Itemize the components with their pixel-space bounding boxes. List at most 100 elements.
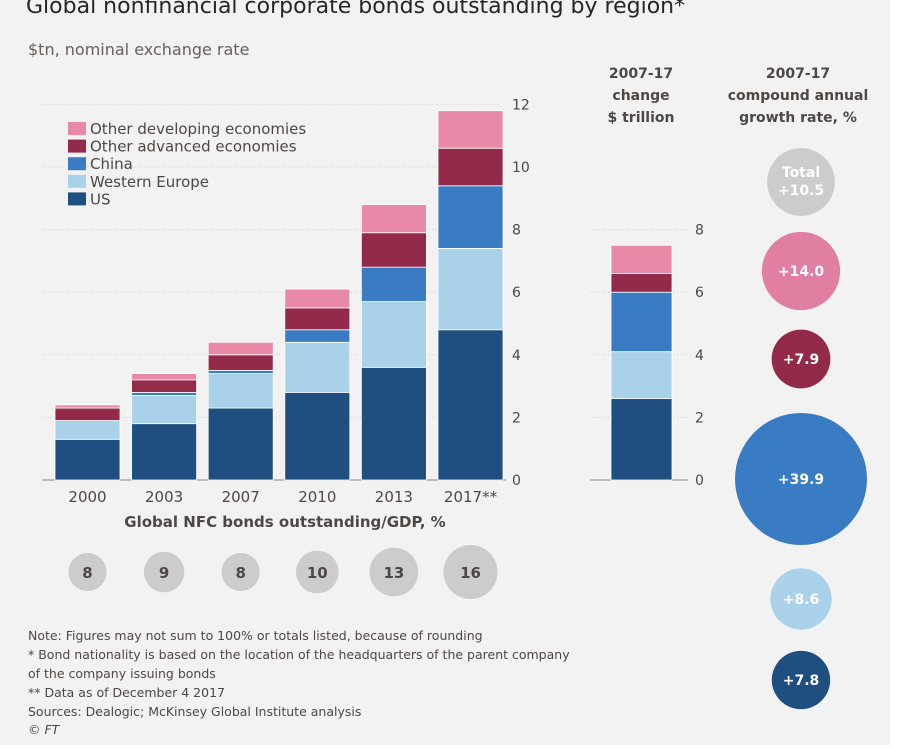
- legend-swatch-china: [68, 157, 86, 171]
- bar-2013-other-advanced-economies: [360, 232, 427, 268]
- change-tick-label-4: 4: [695, 348, 704, 364]
- cagr-bubble-label-total: Total: [782, 165, 820, 181]
- cagr-title-line-2: growth rate, %: [739, 110, 857, 126]
- bar-2013-western-europe: [360, 301, 427, 368]
- bar-2007-china: [207, 370, 274, 374]
- x-tick-label-0: 2000: [68, 488, 106, 506]
- x-tick-label-1: 2003: [145, 488, 183, 506]
- cagr-title-line-1: compound annual: [728, 88, 869, 104]
- gdp-bubble-2013: [369, 547, 419, 597]
- legend-swatch-us: [68, 192, 86, 206]
- page-margin: [890, 0, 900, 749]
- bar-2003-western-europe: [131, 395, 198, 425]
- bar-2000-us: [54, 438, 121, 481]
- change-title-line-2: $ trillion: [608, 110, 675, 126]
- cagr-bubble-value-0: +10.5: [778, 183, 824, 199]
- x-tick-label-3: 2010: [298, 488, 336, 506]
- gdp-bubble-2017: [443, 545, 498, 599]
- bar-2017-other-advanced-economies: [437, 147, 504, 187]
- bar-2000-western-europe: [54, 420, 121, 440]
- bar-2010-china: [284, 329, 351, 343]
- cagr-bubble-value-2: +7.9: [783, 352, 820, 368]
- y-tick-label-2: 2: [512, 410, 521, 426]
- gdp-row-title: Global NFC bonds outstanding/GDP, %: [124, 513, 445, 531]
- change-title-line-1: change: [612, 88, 669, 104]
- gdp-bubble-label-4: 13: [383, 564, 404, 582]
- legend-label-other-advanced-economies: Other advanced economies: [90, 138, 297, 156]
- legend-label-china: China: [90, 155, 133, 173]
- change-tick-label-6: 6: [695, 285, 704, 301]
- gdp-bubble-2007: [221, 552, 260, 592]
- bar-2007-western-europe: [207, 373, 274, 409]
- gdp-bubble-label-3: 10: [307, 564, 328, 582]
- legend-label-western-europe: Western Europe: [90, 173, 209, 191]
- cagr-title-line-0: 2007-17: [766, 66, 830, 82]
- note-data-date: ** Data as of December 4 2017: [28, 685, 225, 700]
- bar-2013-china: [360, 266, 427, 302]
- bar-2013-us: [360, 366, 427, 481]
- cagr-bubble-total: [767, 148, 835, 216]
- bar-2010-other-developing-economies: [284, 288, 351, 309]
- note-sources: Sources: Dealogic; McKinsey Global Insti…: [28, 704, 362, 719]
- y-tick-label-0: 0: [512, 473, 521, 489]
- bar-2003-china: [131, 391, 198, 396]
- legend-label-other-developing-economies: Other developing economies: [90, 120, 306, 138]
- bar-2017-china: [437, 185, 504, 249]
- note-rounding: Note: Figures may not sum to 100% or tot…: [28, 628, 483, 643]
- change-bar-china: [610, 291, 673, 353]
- bar-2003-us: [131, 423, 198, 481]
- change-bar-us: [610, 398, 673, 481]
- bar-2000-other-advanced-economies: [54, 407, 121, 421]
- bar-2007-other-advanced-economies: [207, 354, 274, 371]
- y-tick-label-10: 10: [512, 160, 530, 176]
- legend-swatch-western-europe: [68, 174, 86, 188]
- y-tick-label-12: 12: [512, 97, 530, 113]
- gdp-bubble-label-2: 8: [235, 564, 245, 582]
- bar-2010-us: [284, 391, 351, 481]
- bar-2010-western-europe: [284, 341, 351, 393]
- cagr-bubble-value-4: +8.6: [783, 592, 820, 608]
- change-bar-other-developing-economies: [610, 244, 673, 274]
- note-nationality: * Bond nationality is based on the locat…: [28, 647, 570, 662]
- chart-subtitle: $tn, nominal exchange rate: [28, 40, 250, 59]
- ft-credit: © FT: [28, 722, 60, 737]
- change-tick-label-8: 8: [695, 223, 704, 239]
- y-tick-label-8: 8: [512, 223, 521, 239]
- cagr-bubble-other-developing-economies: [761, 231, 841, 311]
- note-nationality-cont: of the company issuing bonds: [28, 666, 216, 681]
- gdp-bubble-2003: [143, 551, 185, 593]
- cagr-bubble-other-advanced-economies: [771, 329, 831, 389]
- chart-title: Global nonfinancial corporate bonds outs…: [26, 0, 686, 19]
- gdp-bubble-2000: [68, 552, 107, 592]
- x-tick-label-2: 2007: [222, 488, 260, 506]
- change-tick-label-2: 2: [695, 410, 704, 426]
- change-tick-label-0: 0: [695, 473, 704, 489]
- bar-2007-us: [207, 407, 274, 481]
- cagr-bubble-value-5: +7.8: [783, 673, 820, 689]
- legend-swatch-other-developing-economies: [68, 122, 86, 135]
- bar-2007-other-developing-economies: [207, 341, 274, 356]
- bar-2000-other-developing-economies: [54, 404, 121, 409]
- y-tick-label-6: 6: [512, 285, 521, 301]
- cagr-bubble-us: [771, 650, 831, 710]
- gdp-bubble-label-1: 9: [159, 564, 169, 582]
- y-tick-label-4: 4: [512, 348, 521, 364]
- bar-2013-other-developing-economies: [360, 204, 427, 234]
- bar-2010-other-advanced-economies: [284, 307, 351, 331]
- bar-2003-other-advanced-economies: [131, 379, 198, 393]
- x-tick-label-5: 2017**: [444, 488, 498, 506]
- gdp-bubble-2010: [295, 550, 339, 594]
- change-bar-western-europe: [610, 351, 673, 400]
- legend-swatch-other-advanced-economies: [68, 139, 86, 153]
- cagr-bubble-value-1: +14.0: [778, 264, 825, 280]
- legend-label-us: US: [90, 190, 111, 208]
- change-title-line-0: 2007-17: [609, 66, 673, 82]
- bar-2003-other-developing-economies: [131, 373, 198, 381]
- bar-2017-us: [437, 329, 504, 481]
- cagr-bubble-value-3: +39.9: [778, 472, 824, 488]
- gdp-bubble-label-5: 16: [460, 564, 481, 582]
- cagr-bubble-western-europe: [770, 568, 832, 630]
- bar-2017-other-developing-economies: [437, 110, 504, 149]
- gdp-bubble-label-0: 8: [82, 564, 92, 582]
